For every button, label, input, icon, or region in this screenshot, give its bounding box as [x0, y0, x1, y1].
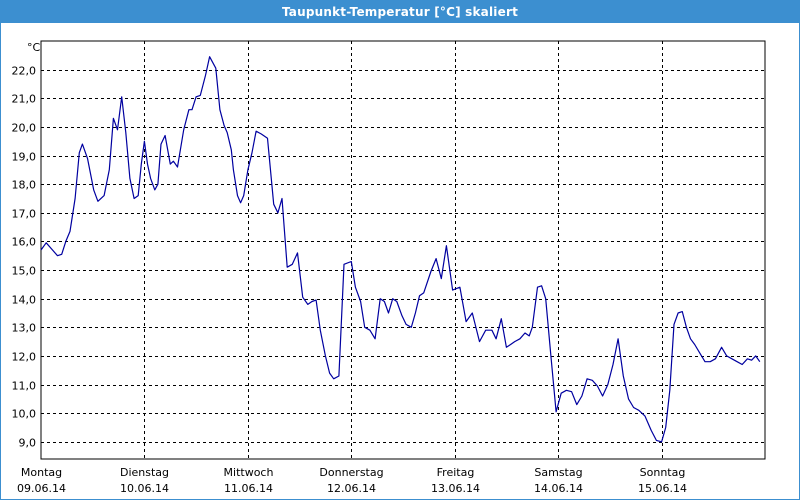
x-tick-date-label: 13.06.14: [431, 482, 480, 495]
x-tick-date-label: 10.06.14: [120, 482, 169, 495]
dewpoint-chart: °C 9,0 10,0 11,0 12,0 13,0 14,0 15,0 16,0 17,0 18…: [12, 40, 766, 495]
y-tick-label: 20,0: [12, 122, 37, 135]
x-tick-date-label: 09.06.14: [17, 482, 66, 495]
y-tick-label: 15,0: [12, 265, 37, 278]
x-tick-day-label: Freitag: [437, 466, 475, 479]
y-tick-label: 14,0: [12, 294, 37, 307]
y-tick-label: 16,0: [12, 236, 37, 249]
y-tick-label: 22,0: [12, 65, 37, 78]
y-tick-label: 13,0: [12, 322, 37, 335]
x-tick-day-label: Donnerstag: [319, 466, 383, 479]
y-tick-label: 18,0: [12, 179, 37, 192]
y-tick-label: 21,0: [12, 93, 37, 106]
x-tick-day-label: Samstag: [534, 466, 582, 479]
y-tick-label: 19,0: [12, 151, 37, 164]
dewpoint-series-line: [40, 56, 761, 443]
chart-area: °C 9,0 10,0 11,0 12,0 13,0 14,0 15,0 16,0 17,0 18…: [1, 23, 799, 499]
x-tick-day-label: Mittwoch: [224, 466, 274, 479]
plot-frame: [40, 40, 766, 460]
x-tick-date-label: 11.06.14: [224, 482, 273, 495]
y-tick-label: 9,0: [19, 437, 37, 450]
y-tick-label: 11,0: [12, 380, 37, 393]
y-tick-label: 10,0: [12, 408, 37, 421]
x-tick-day-label: Sonntag: [640, 466, 686, 479]
x-tick-date-label: 15.06.14: [638, 482, 687, 495]
y-tick-label: 12,0: [12, 351, 37, 364]
window-title: Taupunkt-Temperatur [°C] skaliert: [1, 1, 799, 23]
x-tick-day-label: Dienstag: [120, 466, 169, 479]
x-tick-date-label: 14.06.14: [534, 482, 583, 495]
y-tick-label: 17,0: [12, 208, 37, 221]
x-tick-day-label: Montag: [21, 466, 62, 479]
x-tick-date-label: 12.06.14: [327, 482, 376, 495]
y-axis-unit-label: °C: [27, 41, 41, 54]
